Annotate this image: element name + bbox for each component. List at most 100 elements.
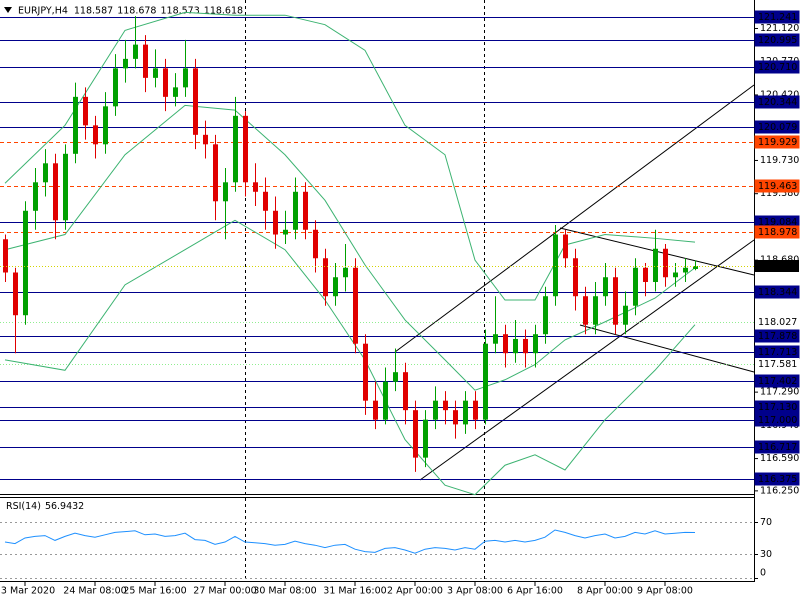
candle-body	[383, 381, 388, 420]
candle-body	[103, 106, 108, 145]
candle-body	[33, 182, 38, 211]
candle	[643, 262, 648, 297]
candle-body	[483, 343, 488, 420]
candle	[363, 334, 368, 415]
candle-body	[293, 191, 298, 230]
candle-body	[693, 266, 698, 269]
candle	[3, 234, 8, 282]
level-label-box	[754, 374, 800, 388]
candle	[493, 296, 498, 354]
candle-body	[663, 248, 668, 278]
level-label: 120.344	[758, 97, 797, 108]
level-label-box	[754, 33, 800, 47]
candle-body	[563, 234, 568, 259]
level-label: 118.027	[758, 317, 797, 328]
candle-body	[3, 239, 8, 273]
candle	[263, 177, 268, 230]
candle	[43, 149, 48, 197]
candle	[103, 92, 108, 154]
candle-body	[283, 229, 288, 235]
candle-body	[273, 210, 278, 235]
candle-body	[253, 182, 258, 192]
candle	[243, 111, 248, 197]
level-label: 120.079	[758, 122, 797, 133]
candle	[463, 391, 468, 434]
candle-body	[493, 334, 498, 344]
candle-body	[413, 410, 418, 458]
level-label: 117.130	[758, 402, 797, 413]
rsi-value: 56.9432	[45, 501, 84, 512]
candle-body	[143, 44, 148, 78]
symbol: EURJPY,H4	[18, 5, 68, 16]
x-tick-label: 3 Apr 08:00	[447, 586, 503, 597]
open: 118.587	[74, 5, 113, 16]
candle-body	[553, 234, 558, 297]
bollinger-middle	[4, 104, 696, 391]
y-tick-label: 116.590	[760, 453, 799, 464]
candle-body	[213, 144, 218, 202]
candle-body	[683, 267, 688, 273]
candle	[63, 144, 68, 230]
candle	[583, 286, 588, 335]
candle	[413, 400, 418, 472]
x-tick-label: 23 Mar 2020	[0, 586, 55, 597]
candle	[543, 286, 548, 344]
level-label: 119.929	[758, 137, 797, 148]
candle-body	[263, 191, 268, 211]
level-label-box	[754, 10, 800, 24]
candle	[383, 367, 388, 425]
candle-body	[363, 343, 368, 401]
candle	[33, 168, 38, 230]
channel-line	[419, 239, 755, 481]
low: 118.573	[160, 5, 199, 16]
level-label-box	[754, 400, 800, 414]
candle-body	[83, 96, 88, 126]
candle-body	[603, 277, 608, 297]
candle	[213, 134, 218, 221]
candle	[73, 82, 78, 164]
y-tick-label: 116.250	[760, 485, 799, 496]
x-tick-label: 30 Mar 08:00	[253, 586, 316, 597]
candle-body	[333, 277, 338, 297]
candle-body	[523, 338, 528, 354]
candle	[533, 324, 538, 368]
candle	[593, 281, 598, 335]
candle	[153, 49, 158, 88]
candle-body	[183, 68, 188, 88]
candle	[353, 258, 358, 354]
candle-body	[233, 115, 238, 183]
close: 118.618	[204, 5, 243, 16]
candle-body	[133, 44, 138, 59]
x-tick-label: 8 Apr 00:00	[577, 586, 633, 597]
candle	[253, 163, 258, 207]
menu-icon	[4, 7, 12, 13]
candle	[293, 177, 298, 240]
level-label: 116.717	[758, 442, 797, 453]
level-label-box	[755, 358, 799, 370]
candle	[323, 248, 328, 306]
level-label: 116.375	[758, 474, 797, 485]
level-label-box	[754, 413, 800, 427]
plot-area	[0, 11, 754, 496]
candle-body	[433, 400, 438, 420]
level-label: 121.241	[758, 12, 797, 23]
level-label-box	[754, 329, 800, 343]
rsi-tick-label: 30	[760, 549, 772, 560]
candle-body	[473, 400, 478, 420]
bollinger-upper	[4, 11, 696, 301]
current-price-label: 118.618	[758, 261, 797, 272]
candle-body	[533, 334, 538, 354]
trendlines	[394, 84, 755, 481]
level-label: 120.995	[758, 35, 797, 46]
candle-body	[203, 134, 208, 145]
level-label: 117.713	[758, 347, 797, 358]
candle	[603, 262, 608, 306]
level-label: 117.402	[758, 376, 797, 387]
candle-body	[593, 296, 598, 325]
candle	[663, 244, 668, 287]
candle-body	[153, 68, 158, 78]
candle-body	[573, 258, 578, 297]
candle-body	[373, 400, 378, 420]
candle	[483, 329, 488, 425]
